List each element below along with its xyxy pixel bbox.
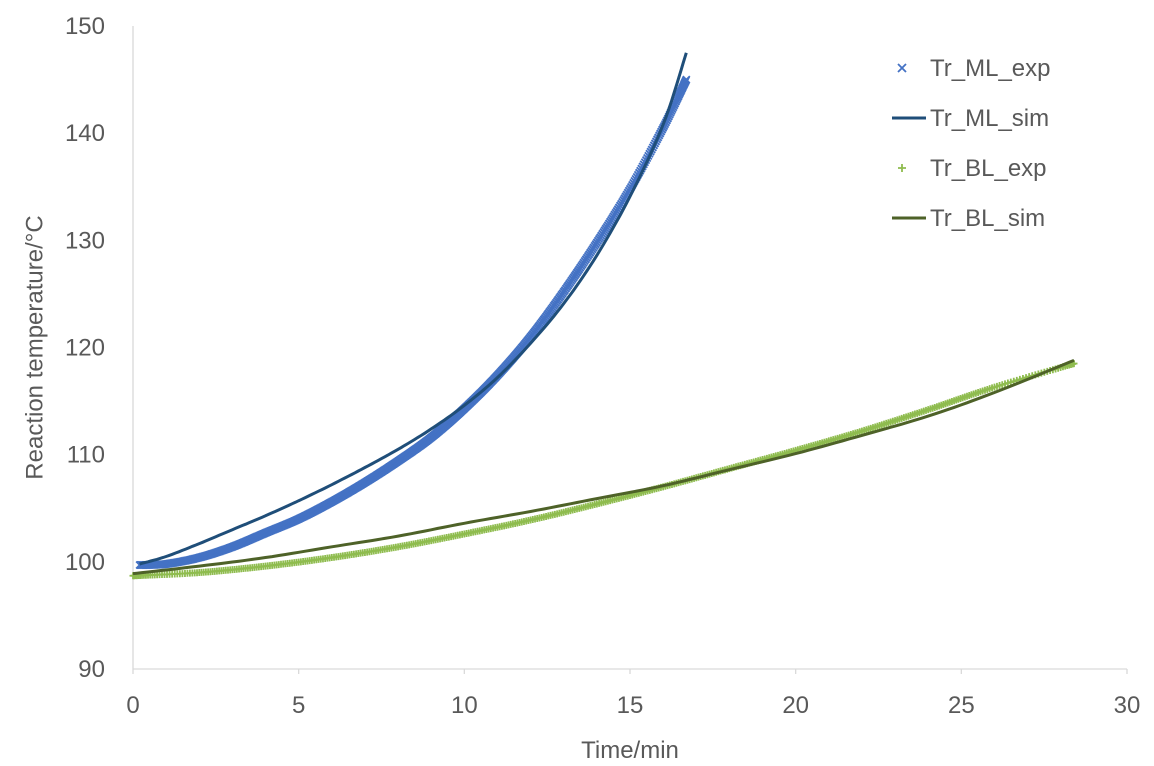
y-tick-label: 90	[78, 656, 105, 683]
x-tick-label: 20	[782, 692, 809, 719]
y-tick-label: 110	[67, 442, 105, 469]
x-tick-label: 15	[617, 692, 644, 719]
legend-label: Tr_ML_sim	[930, 105, 1049, 132]
x-tick-label: 25	[948, 692, 975, 719]
legend-item: Tr_BL_sim	[892, 205, 1045, 232]
legend-item: Tr_ML_sim	[892, 105, 1049, 132]
legend-item: Tr_ML_exp	[897, 55, 1051, 82]
series-Tr_BL_exp	[129, 360, 1078, 580]
x-axis-title: Time/min	[581, 737, 679, 764]
y-tick-label: 150	[65, 13, 105, 40]
y-axis-title: Reaction temperature/°C	[21, 215, 48, 479]
legend-label: Tr_BL_exp	[930, 155, 1047, 182]
series-line	[132, 359, 1075, 576]
x-tick-label: 0	[126, 692, 139, 719]
x-tick-label: 5	[292, 692, 305, 719]
legend-swatch	[897, 63, 907, 73]
x-tick-label: 10	[451, 692, 478, 719]
axes: 0 5 10 15 20 25 30 90 100 110 120 130 140 150	[65, 13, 1140, 719]
series-line	[139, 52, 688, 566]
series-Tr_ML_sim	[139, 52, 688, 566]
legend-label: Tr_BL_sim	[930, 205, 1045, 232]
plot-area	[129, 52, 1078, 580]
data-point	[682, 75, 691, 84]
legend-label: Tr_ML_exp	[930, 55, 1051, 82]
y-tick-label: 100	[65, 549, 105, 576]
y-tick-label: 130	[65, 227, 105, 254]
series-Tr_BL_sim	[132, 359, 1075, 576]
y-tick-label: 140	[65, 120, 105, 147]
series-Tr_ML_exp	[135, 75, 691, 570]
legend-item: Tr_BL_exp	[898, 155, 1047, 182]
y-tick-label: 120	[65, 335, 105, 362]
legend: Tr_ML_exp Tr_ML_sim Tr_BL_exp Tr_BL_sim	[892, 55, 1051, 232]
legend-swatch	[898, 164, 906, 172]
x-tick-label: 30	[1114, 692, 1141, 719]
